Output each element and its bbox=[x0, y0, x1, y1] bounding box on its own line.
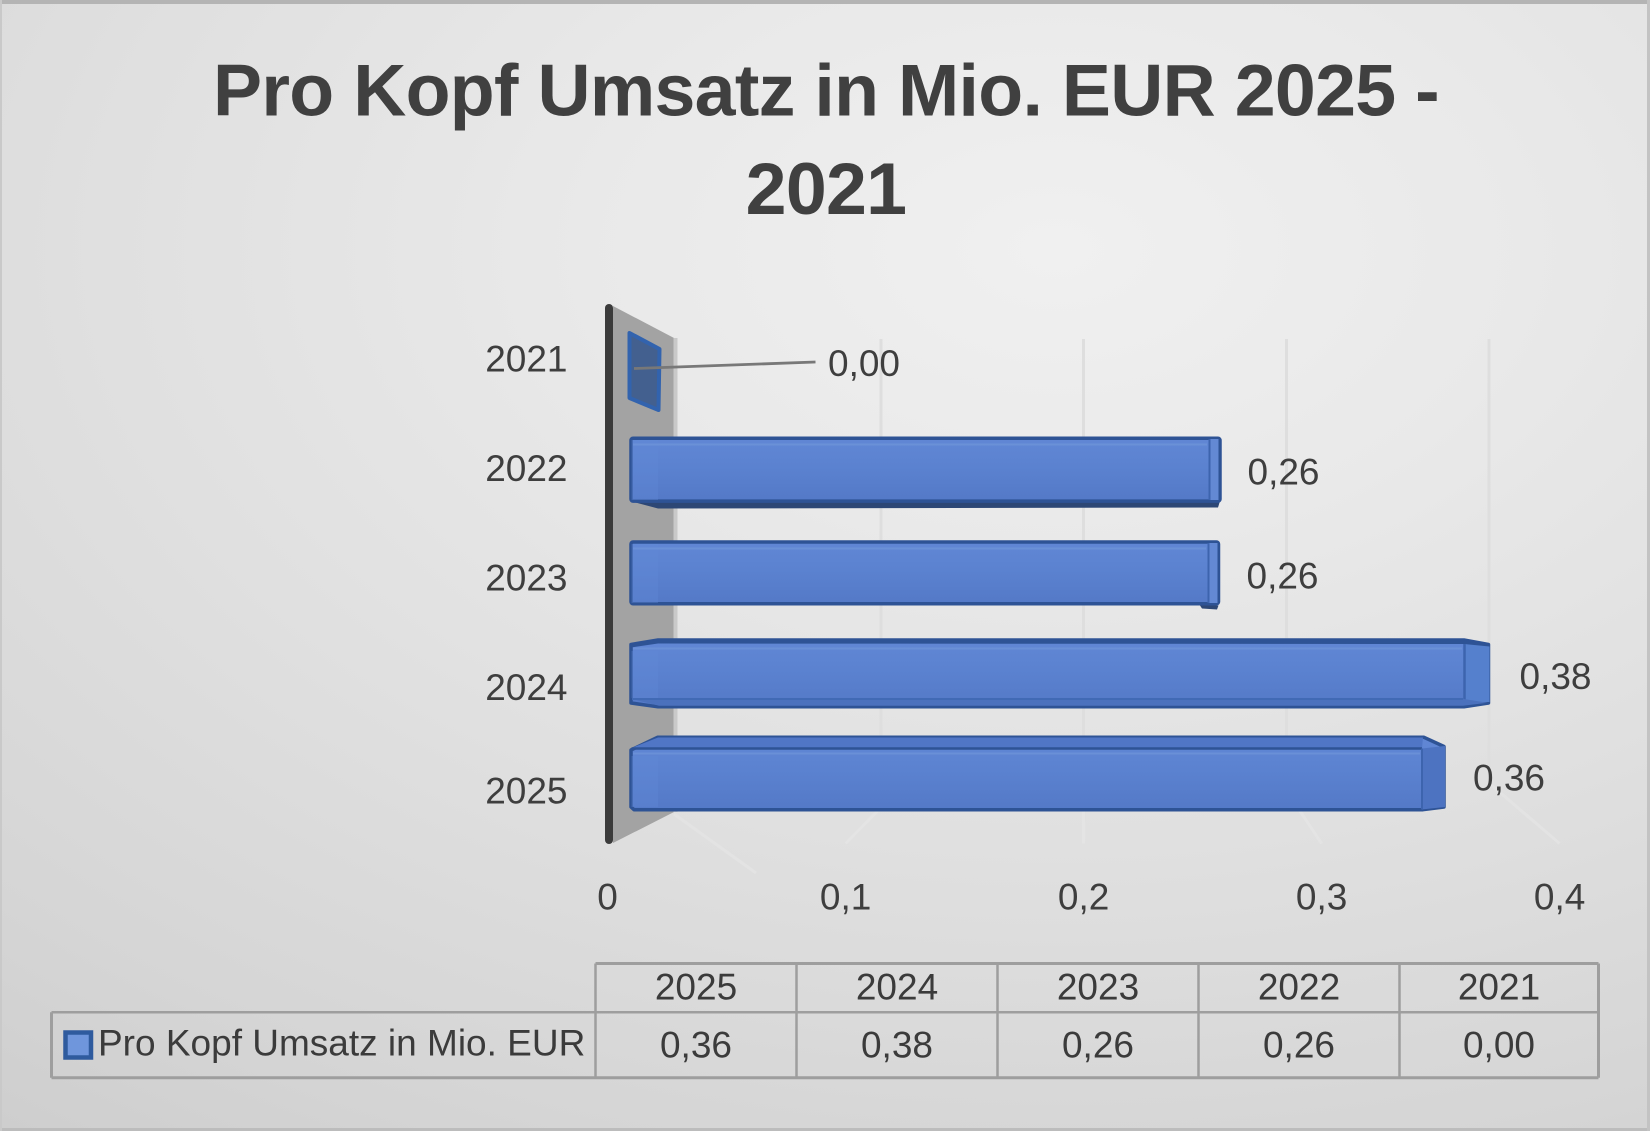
svg-text:0,26: 0,26 bbox=[1247, 556, 1319, 597]
svg-text:Pro Kopf Umsatz in Mio. EUR: Pro Kopf Umsatz in Mio. EUR bbox=[98, 1023, 585, 1064]
svg-text:2024: 2024 bbox=[856, 967, 938, 1008]
svg-text:2023: 2023 bbox=[485, 558, 567, 599]
svg-text:0,38: 0,38 bbox=[1520, 656, 1592, 697]
svg-text:0,38: 0,38 bbox=[861, 1025, 933, 1066]
svg-text:2021: 2021 bbox=[485, 339, 567, 380]
svg-text:0,36: 0,36 bbox=[1473, 758, 1545, 799]
svg-text:0: 0 bbox=[597, 877, 618, 918]
svg-text:2025: 2025 bbox=[655, 967, 737, 1008]
svg-text:0,2: 0,2 bbox=[1058, 877, 1109, 918]
svg-text:0,00: 0,00 bbox=[1463, 1025, 1535, 1066]
svg-text:0,1: 0,1 bbox=[820, 877, 871, 918]
svg-text:0,26: 0,26 bbox=[1248, 452, 1320, 493]
svg-text:0,26: 0,26 bbox=[1062, 1025, 1134, 1066]
svg-text:0,4: 0,4 bbox=[1534, 877, 1585, 918]
svg-text:0,00: 0,00 bbox=[828, 343, 900, 384]
svg-text:0,3: 0,3 bbox=[1296, 877, 1347, 918]
svg-text:2021: 2021 bbox=[1458, 967, 1540, 1008]
svg-text:2024: 2024 bbox=[485, 667, 567, 708]
svg-text:2023: 2023 bbox=[1057, 967, 1139, 1008]
svg-text:2025: 2025 bbox=[485, 771, 567, 812]
svg-text:2021: 2021 bbox=[746, 147, 907, 230]
svg-text:2022: 2022 bbox=[1258, 967, 1340, 1008]
svg-text:Pro Kopf Umsatz in Mio. EUR 20: Pro Kopf Umsatz in Mio. EUR 2025 - bbox=[213, 49, 1439, 132]
svg-text:2022: 2022 bbox=[485, 448, 567, 489]
svg-text:0,26: 0,26 bbox=[1263, 1025, 1335, 1066]
svg-text:0,36: 0,36 bbox=[660, 1025, 732, 1066]
